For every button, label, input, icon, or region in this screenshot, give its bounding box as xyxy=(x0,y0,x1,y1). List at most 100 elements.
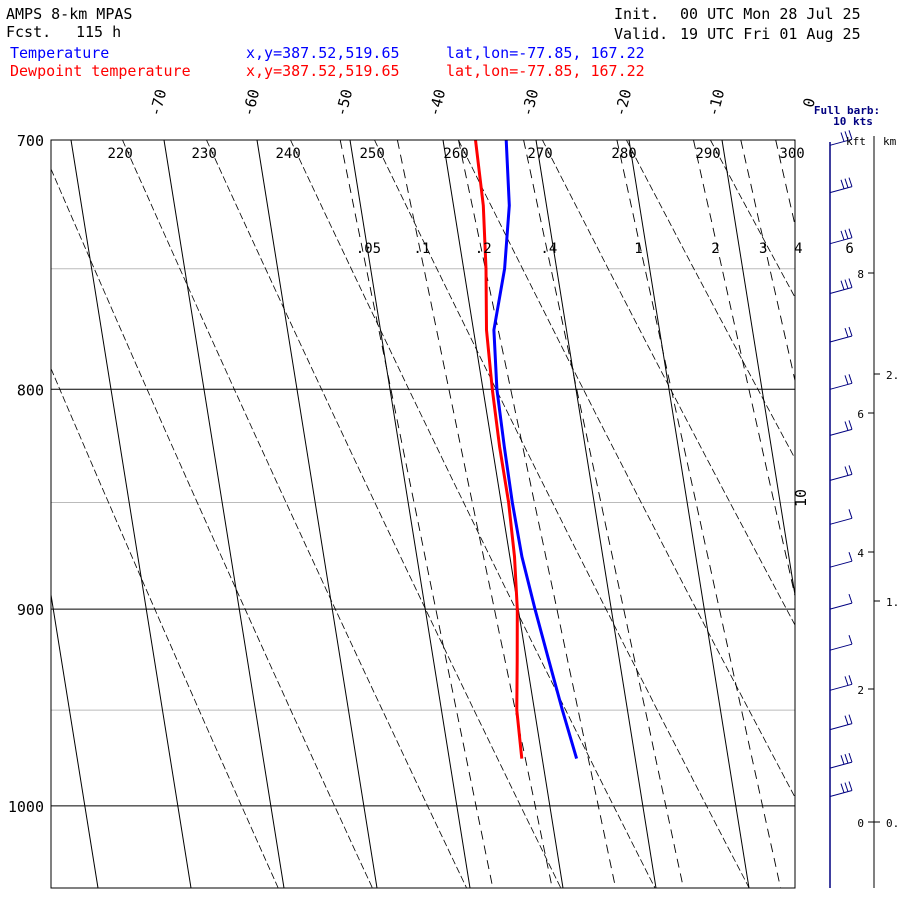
km-tick-label: 1. xyxy=(886,596,899,609)
model-title: AMPS 8-km MPAS xyxy=(6,5,132,23)
temperature-profile xyxy=(492,139,579,760)
mixing-ratio-line xyxy=(775,139,796,226)
kft-tick-label: 2 xyxy=(857,684,864,697)
mixing-ratio-line xyxy=(740,139,796,381)
temperature-tick-label: -10 xyxy=(704,87,728,118)
legend-temperature-xy: x,y=387.52,519.65 xyxy=(246,44,400,62)
isotherm-line xyxy=(721,139,796,596)
mixing-ratio-label: .1 xyxy=(413,241,430,257)
dry-adiabat-line xyxy=(710,139,796,298)
temperature-tick-label: -20 xyxy=(611,87,635,118)
pressure-tick-label: 1000 xyxy=(8,798,44,816)
wind-key-title: Full barb: xyxy=(814,104,880,117)
kft-tick-label: 8 xyxy=(857,268,864,281)
theta-label: 270 xyxy=(527,146,552,162)
wind-barb xyxy=(829,420,853,436)
dry-adiabat-line xyxy=(458,139,796,798)
pressure-tick-label: 700 xyxy=(17,132,44,150)
mixing-ratio-label: 6 xyxy=(845,241,853,257)
chart-grid xyxy=(50,139,796,889)
dry-adiabat-line xyxy=(50,168,373,889)
kft-label: kft xyxy=(846,135,866,148)
wind-barb xyxy=(829,752,853,769)
isotherm-line xyxy=(256,139,378,889)
theta-label: 290 xyxy=(695,146,720,162)
temperature-tick-label: -70 xyxy=(146,87,170,118)
mixing-ratio-label: 2 xyxy=(711,241,719,257)
wind-barb xyxy=(829,781,853,797)
forecast-label: Fcst. xyxy=(6,23,51,41)
mixing-ratio-label: 3 xyxy=(759,241,767,257)
km-label: km xyxy=(883,135,897,148)
legend-dewpoint-latlon: lat,lon=-77.85, 167.22 xyxy=(446,62,645,80)
wind-barb xyxy=(829,278,853,294)
temperature-tick-label: -50 xyxy=(332,87,356,118)
legend-dewpoint-xy: x,y=387.52,519.65 xyxy=(246,62,400,80)
mixing-ratio-line xyxy=(523,139,684,889)
dewpoint-profile xyxy=(474,139,524,759)
wind-barb xyxy=(829,465,853,481)
wind-barb xyxy=(829,228,853,245)
theta-e-label: 10 xyxy=(792,489,810,507)
dry-adiabat-line xyxy=(206,139,562,889)
theta-label: 250 xyxy=(360,146,385,162)
kft-tick-label: 0 xyxy=(857,817,864,830)
theta-label: 230 xyxy=(192,146,217,162)
valid-label: Valid. xyxy=(614,25,668,43)
legend-temperature: Temperature xyxy=(10,44,109,62)
forecast-hours: 115 h xyxy=(76,23,121,41)
dry-adiabat-line xyxy=(50,368,279,889)
wind-barb xyxy=(829,635,853,651)
wind-key-value: 10 kts xyxy=(833,115,873,128)
isotherm-line xyxy=(349,139,471,889)
theta-label: 280 xyxy=(611,146,636,162)
mixing-ratio-label: 4 xyxy=(794,241,802,257)
plot-frame xyxy=(50,139,796,889)
dry-adiabat-line xyxy=(374,139,750,889)
wind-barb xyxy=(829,326,853,343)
temperature-tick-label: -30 xyxy=(518,87,542,118)
wind-barb xyxy=(829,374,853,390)
isotherm-line xyxy=(442,139,564,889)
theta-label: 260 xyxy=(443,146,468,162)
temperature-tick-label: -60 xyxy=(239,87,263,118)
dry-adiabat-line xyxy=(122,139,467,889)
pressure-tick-label: 900 xyxy=(17,601,44,619)
pressure-tick-label: 800 xyxy=(17,381,44,399)
theta-label: 220 xyxy=(108,146,133,162)
theta-label: 240 xyxy=(276,146,301,162)
dry-adiabat-line xyxy=(290,139,656,889)
dry-adiabat-line xyxy=(626,139,796,459)
mixing-ratio-label: .2 xyxy=(475,241,492,257)
mixing-ratio-line xyxy=(616,139,782,889)
wind-barb xyxy=(829,130,853,146)
temperature-tick-label: -40 xyxy=(425,87,449,118)
isotherm-line xyxy=(535,139,657,889)
temperature-tick-label: 0 xyxy=(799,96,819,109)
mixing-ratio-line xyxy=(693,139,796,596)
kft-tick-label: 6 xyxy=(857,408,864,421)
wind-barb xyxy=(829,552,853,568)
valid-time: 19 UTC Fri 01 Aug 25 xyxy=(680,25,861,43)
isotherm-line xyxy=(628,139,750,889)
init-time: 00 UTC Mon 28 Jul 25 xyxy=(680,5,861,23)
init-label: Init. xyxy=(614,5,659,23)
isotherm-line xyxy=(70,139,192,889)
theta-label: 300 xyxy=(779,146,804,162)
mixing-ratio-line xyxy=(339,139,494,889)
wind-barb xyxy=(829,177,853,194)
isotherm-line xyxy=(163,139,285,889)
wind-barb xyxy=(829,714,853,731)
legend-temperature-latlon: lat,lon=-77.85, 167.22 xyxy=(446,44,645,62)
mixing-ratio-line xyxy=(396,139,553,889)
wind-barb xyxy=(829,593,853,610)
mixing-ratio-label: 1 xyxy=(634,241,642,257)
chart-series xyxy=(474,139,579,760)
mixing-ratio-line xyxy=(458,139,617,889)
wind-barb xyxy=(829,675,853,691)
mixing-ratio-label: .4 xyxy=(540,241,557,257)
km-tick-label: 0. xyxy=(886,817,899,830)
